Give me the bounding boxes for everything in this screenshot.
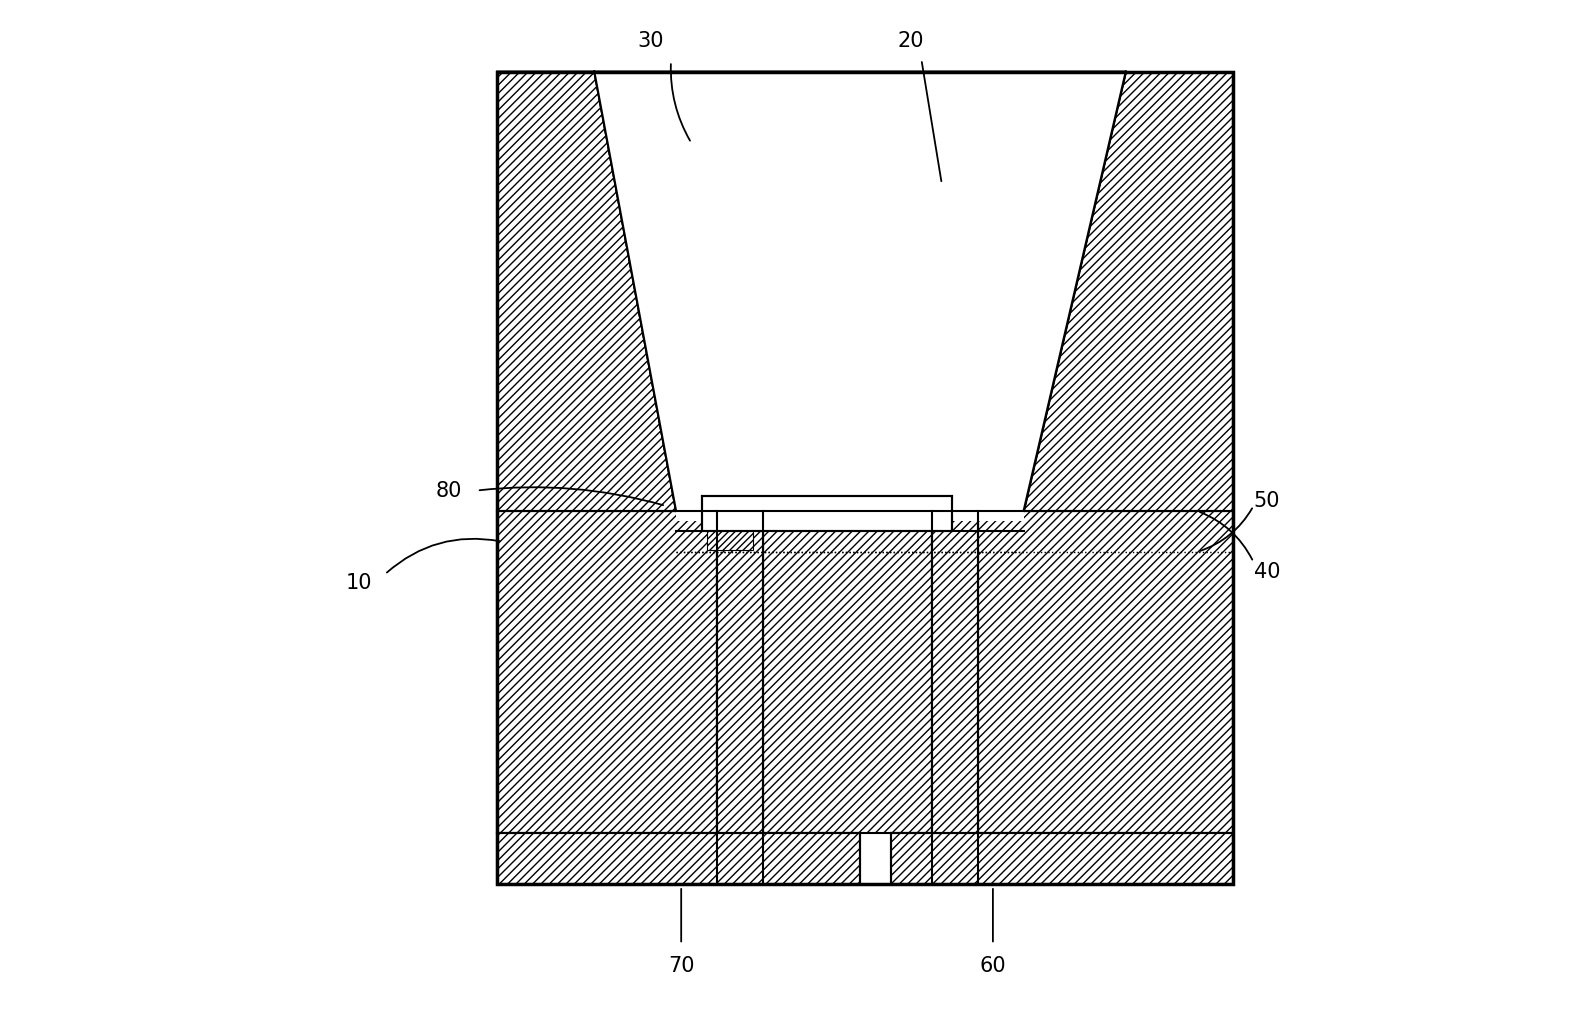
Bar (497, 72, 1233, 884)
Polygon shape (978, 511, 1233, 833)
Polygon shape (595, 72, 1126, 511)
Text: 50: 50 (1254, 491, 1281, 511)
Polygon shape (497, 511, 718, 833)
Text: 60: 60 (979, 956, 1006, 976)
Text: 80: 80 (435, 480, 462, 501)
Polygon shape (497, 833, 859, 884)
Polygon shape (763, 511, 932, 833)
Text: 20: 20 (897, 31, 924, 51)
Polygon shape (891, 833, 1233, 884)
Polygon shape (497, 72, 677, 511)
Polygon shape (706, 531, 752, 550)
Text: 30: 30 (637, 31, 664, 51)
Text: 70: 70 (669, 956, 694, 976)
Polygon shape (1023, 72, 1233, 511)
Polygon shape (718, 511, 763, 884)
Text: 10: 10 (345, 572, 372, 593)
Text: 40: 40 (1254, 562, 1281, 583)
Bar (677, 511, 1023, 521)
Polygon shape (932, 511, 978, 884)
Polygon shape (595, 72, 1126, 511)
Bar (702, 496, 953, 531)
